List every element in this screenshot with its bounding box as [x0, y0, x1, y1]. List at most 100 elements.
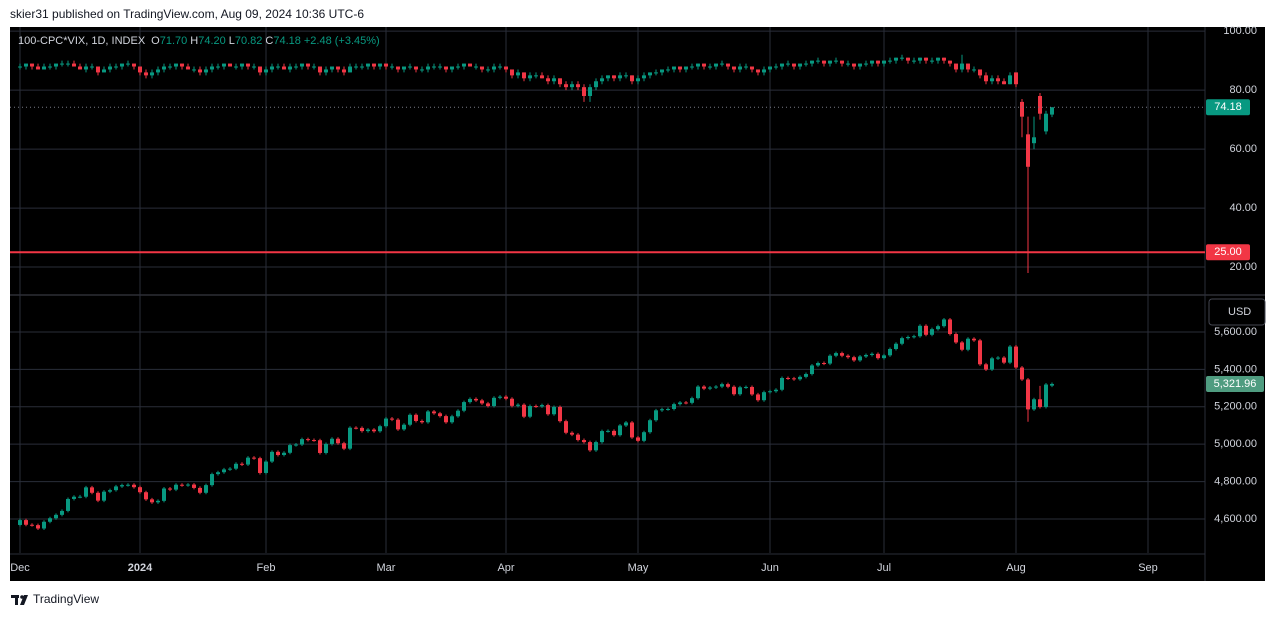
legend-value: 74.18 [273, 35, 301, 47]
candle-body [966, 63, 970, 70]
candle-body [696, 63, 700, 67]
candle-body [348, 66, 352, 73]
candle-body [960, 342, 964, 350]
candle-body [156, 69, 160, 73]
candle-body [534, 75, 538, 77]
candle-body [690, 398, 694, 403]
candle-body [174, 484, 178, 490]
candle-body [30, 524, 34, 526]
candle-body [810, 365, 814, 375]
candle-body [384, 63, 388, 67]
candle-body [744, 66, 748, 68]
y-tick-label: 20.00 [1229, 261, 1257, 273]
candle-body [636, 78, 640, 82]
candle-body [132, 484, 136, 488]
candle-body [396, 419, 400, 430]
currency-label[interactable]: USD [1228, 306, 1251, 318]
candle-body [144, 492, 148, 500]
candle-body [396, 66, 400, 70]
candle-body [804, 374, 808, 377]
candle-body [210, 474, 214, 486]
candle-body [24, 520, 28, 525]
y-tick-label: 5,400.00 [1214, 363, 1257, 375]
candle-body [546, 405, 550, 415]
candle-body [540, 75, 544, 79]
candle-body [600, 78, 604, 82]
candle-body [432, 411, 436, 414]
candle-body [78, 496, 82, 498]
candle-body [330, 66, 334, 70]
candle-body [318, 440, 322, 453]
candle-body [402, 66, 406, 70]
legend-change: +2.48 (+3.45%) [303, 35, 380, 47]
candle-body [456, 66, 460, 68]
candle-body [672, 404, 676, 410]
x-tick-label: Mar [377, 562, 396, 574]
y-tick-label: 40.00 [1229, 202, 1257, 214]
candle-body [924, 325, 928, 335]
candle-body [1002, 357, 1006, 363]
candle-body [402, 424, 406, 430]
candle-body [252, 457, 256, 459]
candle-body [306, 439, 310, 441]
candle-body [282, 66, 286, 70]
candle-body [966, 338, 970, 350]
candle-body [576, 434, 580, 441]
candle-body [882, 355, 886, 359]
price-tag-label: 25.00 [1214, 246, 1242, 258]
candle-body [654, 72, 658, 74]
candle-body [924, 57, 928, 61]
candle-body [114, 486, 118, 491]
candle-body [594, 81, 598, 88]
candle-body [882, 60, 886, 64]
candle-body [666, 409, 670, 411]
candle-body [522, 72, 526, 79]
candle-body [1032, 399, 1036, 410]
candle-body [324, 443, 328, 453]
candle-body [648, 420, 652, 433]
candle-body [420, 69, 424, 71]
candle-body [564, 421, 568, 433]
candle-body [318, 66, 322, 73]
candle-body [444, 416, 448, 423]
candle-body [744, 386, 748, 388]
candle-body [360, 66, 364, 68]
candle-body [930, 60, 934, 62]
candle-body [840, 60, 844, 64]
x-tick-label: Aug [1006, 562, 1026, 574]
candle-body [510, 69, 514, 76]
candle-body [102, 491, 106, 501]
currency-button[interactable] [1208, 298, 1266, 326]
candle-body [186, 484, 190, 486]
candle-body [348, 427, 352, 449]
price-tag [1206, 375, 1264, 392]
candle-body [162, 66, 166, 70]
candle-body [444, 66, 448, 70]
candle-body [888, 60, 892, 62]
candle-body [900, 338, 904, 344]
candle-body [582, 87, 586, 97]
candle-body [1038, 96, 1042, 114]
price-tag-label: 74.18 [1214, 101, 1242, 113]
candle-body [822, 363, 826, 365]
candle-body [936, 57, 940, 61]
candle-body [708, 66, 712, 68]
candle-body [168, 66, 172, 68]
candle-body [786, 377, 790, 379]
candle-body [864, 354, 868, 357]
candle-body [702, 63, 706, 67]
candle-body [1032, 137, 1036, 144]
candle-body [888, 348, 892, 356]
candle-body [582, 440, 586, 443]
candle-body [366, 429, 370, 432]
candle-body [240, 463, 244, 465]
candle-body [258, 66, 262, 73]
candle-body [228, 468, 232, 470]
candle-body [840, 353, 844, 356]
legend-key: C [265, 35, 274, 47]
candle-body [1020, 367, 1024, 380]
y-tick-label: 4,800.00 [1214, 475, 1257, 487]
candle-body [300, 63, 304, 67]
candle-body [432, 66, 436, 68]
